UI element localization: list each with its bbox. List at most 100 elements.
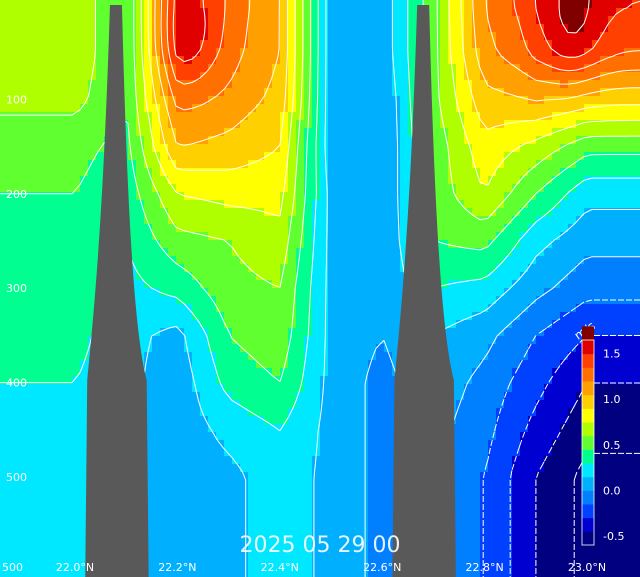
- field-cell: [376, 16, 385, 25]
- field-cell: [136, 320, 145, 329]
- field-cell: [64, 96, 73, 105]
- field-cell: [392, 256, 401, 265]
- field-cell: [376, 120, 385, 129]
- field-cell: [536, 472, 545, 481]
- field-cell: [0, 480, 9, 489]
- field-cell: [608, 432, 617, 441]
- field-cell: [504, 296, 513, 305]
- field-cell: [528, 360, 537, 369]
- field-cell: [320, 176, 329, 185]
- field-cell: [144, 256, 153, 265]
- field-cell: [352, 144, 361, 153]
- field-cell: [272, 448, 281, 457]
- field-cell: [336, 0, 345, 9]
- field-cell: [328, 80, 337, 89]
- field-cell: [536, 224, 545, 233]
- field-cell: [616, 488, 625, 497]
- field-cell: [128, 248, 137, 257]
- field-cell: [224, 416, 233, 425]
- field-cell: [480, 312, 489, 321]
- field-cell: [400, 112, 409, 121]
- field-cell: [576, 0, 585, 9]
- field-cell: [16, 440, 25, 449]
- field-cell: [600, 232, 609, 241]
- field-cell: [480, 112, 489, 121]
- field-cell: [72, 280, 81, 289]
- field-cell: [528, 248, 537, 257]
- field-cell: [360, 344, 369, 353]
- field-cell: [344, 160, 353, 169]
- field-cell: [544, 240, 553, 249]
- field-cell: [568, 488, 577, 497]
- field-cell: [456, 104, 465, 113]
- field-cell: [144, 272, 153, 281]
- field-cell: [120, 48, 129, 57]
- field-cell: [336, 376, 345, 385]
- field-cell: [256, 200, 265, 209]
- field-cell: [576, 456, 585, 465]
- field-cell: [88, 248, 97, 257]
- field-cell: [24, 176, 33, 185]
- field-cell: [200, 0, 209, 9]
- field-cell: [352, 248, 361, 257]
- field-cell: [280, 344, 289, 353]
- field-cell: [360, 88, 369, 97]
- field-cell: [72, 296, 81, 305]
- field-cell: [200, 312, 209, 321]
- field-cell: [72, 344, 81, 353]
- field-cell: [488, 88, 497, 97]
- field-cell: [456, 464, 465, 473]
- field-cell: [8, 496, 17, 505]
- field-cell: [24, 88, 33, 97]
- field-cell: [0, 304, 9, 313]
- field-cell: [432, 8, 441, 17]
- field-cell: [512, 96, 521, 105]
- field-cell: [384, 104, 393, 113]
- field-cell: [520, 112, 529, 121]
- field-cell: [336, 160, 345, 169]
- field-cell: [624, 256, 633, 265]
- field-cell: [248, 328, 257, 337]
- field-cell: [48, 232, 57, 241]
- field-cell: [512, 200, 521, 209]
- field-cell: [360, 184, 369, 193]
- field-cell: [512, 80, 521, 89]
- field-cell: [464, 432, 473, 441]
- field-cell: [120, 64, 129, 73]
- field-cell: [488, 208, 497, 217]
- field-cell: [456, 120, 465, 129]
- field-cell: [616, 472, 625, 481]
- field-cell: [192, 360, 201, 369]
- field-cell: [328, 88, 337, 97]
- field-cell: [168, 96, 177, 105]
- field-cell: [376, 200, 385, 209]
- field-cell: [224, 384, 233, 393]
- field-cell: [64, 128, 73, 137]
- field-cell: [8, 144, 17, 153]
- field-cell: [184, 176, 193, 185]
- field-cell: [520, 56, 529, 65]
- field-cell: [488, 416, 497, 425]
- field-cell: [208, 216, 217, 225]
- field-cell: [80, 304, 89, 313]
- field-cell: [288, 448, 297, 457]
- field-cell: [592, 312, 601, 321]
- field-cell: [136, 112, 145, 121]
- field-cell: [344, 320, 353, 329]
- field-cell: [144, 400, 153, 409]
- field-cell: [528, 304, 537, 313]
- field-cell: [320, 208, 329, 217]
- field-cell: [0, 336, 9, 345]
- field-cell: [480, 104, 489, 113]
- field-cell: [408, 96, 417, 105]
- field-cell: [560, 240, 569, 249]
- field-cell: [256, 8, 265, 17]
- field-cell: [488, 336, 497, 345]
- field-cell: [456, 144, 465, 153]
- field-cell: [280, 488, 289, 497]
- field-cell: [8, 432, 17, 441]
- field-cell: [296, 360, 305, 369]
- field-cell: [472, 208, 481, 217]
- field-cell: [0, 24, 9, 33]
- field-cell: [560, 176, 569, 185]
